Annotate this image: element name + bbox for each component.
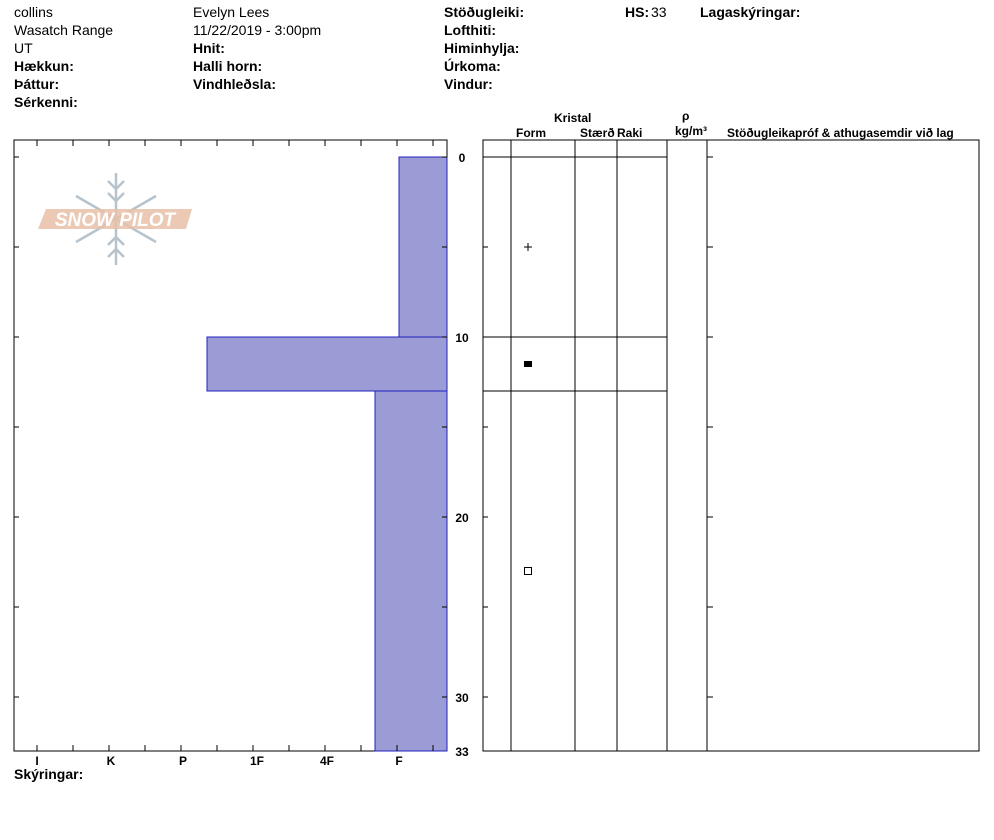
hardness-bar-layer-2 bbox=[206, 336, 448, 392]
aspect-label: Þáttur: bbox=[14, 76, 60, 92]
hardness-bar-layer-1 bbox=[398, 156, 448, 338]
observer-name: Evelyn Lees bbox=[193, 4, 270, 20]
form-header: Form bbox=[516, 126, 546, 140]
features-label: Sérkenni: bbox=[14, 94, 78, 110]
depth-tick-label: 10 bbox=[455, 331, 469, 345]
mountain-range: Wasatch Range bbox=[14, 22, 114, 38]
hs-label: HS: bbox=[625, 4, 650, 20]
depth-tick-label: 33 bbox=[455, 745, 469, 759]
coords-label: Hnit: bbox=[193, 40, 225, 56]
layer-table-frame bbox=[482, 139, 980, 752]
hardness-tick-label-F: F bbox=[395, 754, 402, 768]
hardness-tick-label-K: K bbox=[107, 754, 116, 768]
moisture-header: Raki bbox=[617, 126, 643, 140]
form-symbol-filled-square-icon bbox=[524, 361, 532, 367]
hardness-tick-label-1F: 1F bbox=[250, 754, 264, 768]
slope-angle-label: Halli horn: bbox=[193, 58, 263, 74]
precipitation-label: Úrkoma: bbox=[444, 58, 501, 74]
hardness-tick-label-I: I bbox=[35, 754, 38, 768]
hardness-tick-label-4F: 4F bbox=[320, 754, 334, 768]
wind-label: Vindur: bbox=[444, 76, 493, 92]
sky-cover-label: Himinhylja: bbox=[444, 40, 520, 56]
size-header: Stærð bbox=[580, 126, 615, 140]
hardness-tick-label-P: P bbox=[179, 754, 187, 768]
layer-notes-label: Lagaskýringar: bbox=[700, 4, 801, 20]
location-name: collins bbox=[14, 4, 53, 20]
form-symbol-plus-icon bbox=[524, 243, 532, 251]
form-symbol-hollow-square-icon bbox=[524, 567, 532, 575]
rho-header: ρ bbox=[682, 109, 690, 123]
hs-value: 33 bbox=[651, 4, 667, 20]
air-temp-label: Lofthiti: bbox=[444, 22, 497, 38]
density-unit-header: kg/m³ bbox=[675, 124, 708, 138]
stability-notes-header: Stöðugleikapróf & athugasemdir við lag bbox=[727, 126, 954, 140]
hardness-bar-layer-3 bbox=[374, 390, 448, 752]
state: UT bbox=[14, 40, 33, 56]
elevation-label: Hækkun: bbox=[14, 58, 74, 74]
depth-tick-label: 20 bbox=[455, 511, 469, 525]
depth-tick-label: 0 bbox=[459, 151, 466, 165]
legend-label: Skýringar: bbox=[14, 766, 84, 782]
stability-label: Stöðugleiki: bbox=[444, 4, 525, 20]
observation-datetime: 11/22/2019 - 3:00pm bbox=[193, 22, 322, 38]
depth-tick-label: 30 bbox=[455, 691, 469, 705]
crystal-header: Kristal bbox=[554, 111, 592, 125]
wind-loading-label: Vindhleðsla: bbox=[193, 76, 276, 92]
